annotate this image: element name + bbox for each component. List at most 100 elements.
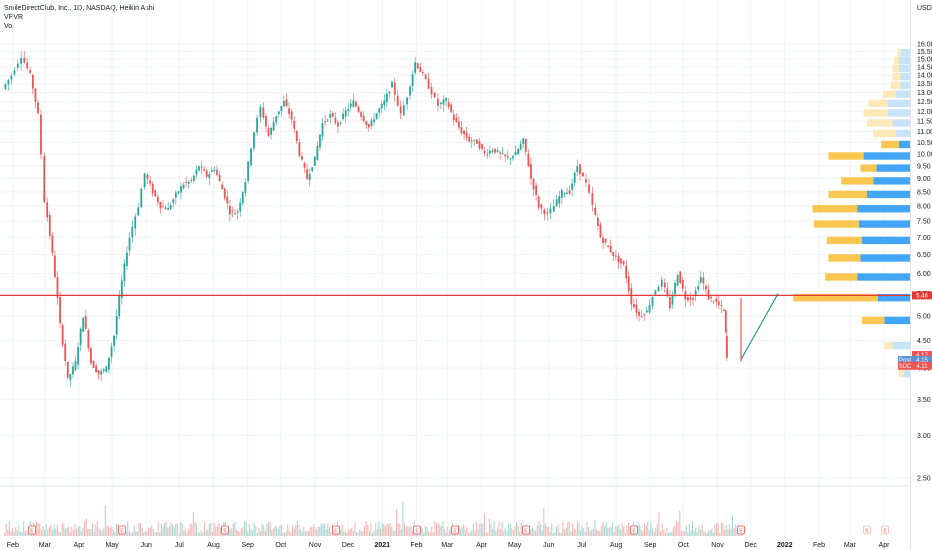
candle-body: [59, 296, 61, 324]
volume-bar: [500, 529, 502, 536]
volume-bar: [693, 530, 695, 536]
candle-body: [51, 235, 54, 253]
volume-bar: [324, 523, 326, 536]
earnings-flag-label: E: [334, 529, 338, 535]
volume-bar: [276, 526, 278, 536]
candle-body: [200, 166, 203, 168]
candle-body: [717, 301, 720, 305]
vp-bar-down: [900, 81, 910, 89]
x-tick-label: Mar: [441, 542, 454, 549]
earnings-flag-icon[interactable]: [863, 525, 871, 535]
volume-bar: [98, 528, 100, 536]
vp-bar-down: [858, 220, 910, 228]
volume-bar: [77, 527, 79, 536]
volume-bar: [640, 529, 642, 536]
earnings-flag-label: E: [739, 529, 743, 535]
volume-bar: [684, 531, 686, 536]
volume-bar: [212, 531, 214, 536]
candle-body: [64, 343, 67, 362]
candle-body: [697, 286, 700, 290]
volume-bar: [64, 528, 66, 536]
candle-body: [316, 145, 319, 160]
candle-body: [288, 108, 290, 114]
earnings-flag-icon[interactable]: [332, 525, 340, 535]
price-axis[interactable]: 2.503.003.504.004.505.005.506.006.507.00…: [910, 0, 932, 550]
x-tick-label: Sep: [241, 542, 254, 549]
candle-body: [362, 115, 365, 122]
earnings-flag-label: E: [865, 529, 869, 535]
candle-body: [707, 289, 710, 300]
candle-body: [427, 78, 430, 89]
volume-bar: [487, 532, 489, 536]
volume-bar: [724, 529, 726, 536]
volume-bar: [15, 526, 17, 536]
y-tick-label: 9.50: [917, 163, 931, 170]
volume-bar: [348, 529, 350, 536]
candle-body: [182, 184, 185, 189]
vp-bar-up: [812, 205, 858, 213]
volume-bar: [319, 526, 321, 536]
candle-body: [669, 297, 671, 309]
volume-bar: [92, 523, 94, 536]
indicator-vol-label[interactable]: Vol: [4, 23, 14, 30]
volume-bar: [277, 528, 279, 536]
candle-body: [331, 113, 334, 117]
volume-bar: [717, 523, 719, 536]
earnings-flag-icon[interactable]: [413, 525, 421, 535]
candle-body: [560, 189, 563, 198]
earnings-flag-icon[interactable]: [522, 525, 530, 535]
vp-bar-up: [828, 190, 867, 199]
candle-body: [308, 173, 311, 181]
volume-bar: [620, 529, 622, 536]
candle-body: [635, 304, 638, 313]
candle-body: [632, 304, 635, 308]
volume-bar: [604, 525, 606, 536]
candle-body: [344, 110, 347, 117]
candle-body: [458, 121, 460, 128]
trend-line[interactable]: [740, 293, 779, 360]
volume-bar: [109, 527, 111, 536]
volume-bar: [407, 525, 409, 536]
volume-bar: [136, 531, 138, 536]
volume-bar: [448, 530, 450, 536]
earnings-flag-icon[interactable]: [630, 525, 638, 535]
volume-bar: [594, 519, 596, 536]
volume-bar: [589, 531, 591, 536]
volume-bar: [266, 523, 268, 536]
candle-body: [172, 199, 175, 204]
volume-bar: [356, 532, 358, 536]
volume-bar: [274, 525, 276, 536]
volume-bar: [263, 525, 265, 536]
x-tick-label: Nov: [309, 542, 322, 549]
volume-bar: [376, 529, 378, 536]
time-axis[interactable]: Feb Mar Apr May Jun Jul Aug Sep Oct Nov Dec 2021 Feb…: [7, 542, 890, 549]
earnings-flag-icon[interactable]: [881, 525, 889, 535]
earnings-flag-icon[interactable]: [737, 525, 745, 535]
candle-body: [247, 161, 249, 182]
volume-bar: [23, 521, 25, 536]
candle-body: [519, 144, 522, 150]
candle-body: [311, 167, 314, 171]
volume-bar: [637, 521, 639, 536]
candle-body: [236, 211, 239, 213]
indicator-vpvr-label[interactable]: VPVR: [4, 14, 24, 21]
earnings-flag-icon[interactable]: [118, 525, 126, 535]
x-tick-label: Mar: [39, 542, 52, 549]
earnings-flag-icon[interactable]: [221, 525, 229, 535]
earnings-flag-icon[interactable]: [28, 525, 36, 535]
volume-bar: [320, 523, 322, 536]
y-tick-label: 11.00: [917, 129, 932, 136]
volume-bar: [53, 524, 55, 536]
earnings-flag-icon[interactable]: [451, 525, 459, 535]
volume-bar: [727, 529, 729, 536]
y-tick-label: 5.00: [917, 313, 931, 320]
volume-bar: [628, 522, 630, 536]
candle-body: [599, 224, 602, 238]
candle-body: [433, 92, 436, 97]
candle-body: [460, 127, 463, 134]
candle-body: [92, 360, 95, 368]
candle-body: [452, 114, 455, 121]
price-candles: [4, 51, 728, 387]
y-tick-label: 4.50: [917, 338, 931, 345]
